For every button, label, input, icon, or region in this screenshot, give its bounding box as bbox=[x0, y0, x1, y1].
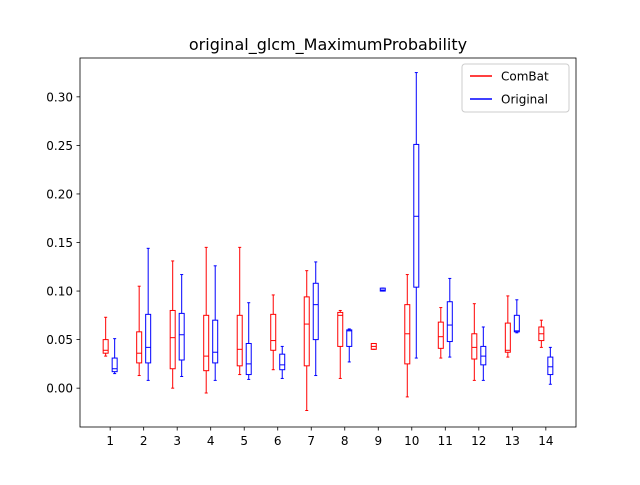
box-iqr bbox=[279, 353, 286, 371]
x-tick-label: 13 bbox=[505, 434, 520, 448]
box-iqr bbox=[169, 309, 176, 370]
box-iqr bbox=[236, 314, 243, 367]
box-iqr bbox=[513, 314, 520, 333]
y-tick-label: 0.15 bbox=[46, 236, 73, 250]
box-original-8 bbox=[346, 328, 353, 363]
box-iqr bbox=[504, 322, 511, 353]
box-iqr bbox=[303, 296, 310, 367]
x-tick-label: 5 bbox=[240, 434, 248, 448]
box-original-13 bbox=[513, 299, 520, 334]
box-combat-9 bbox=[370, 342, 377, 350]
box-original-7 bbox=[312, 261, 319, 377]
box-combat-14 bbox=[538, 319, 545, 348]
box-iqr bbox=[245, 342, 252, 376]
box-original-12 bbox=[480, 326, 487, 381]
box-combat-6 bbox=[270, 294, 277, 371]
box-combat-3 bbox=[169, 260, 176, 389]
box-iqr bbox=[145, 313, 152, 364]
box-iqr bbox=[270, 313, 277, 351]
x-tick-label: 6 bbox=[274, 434, 282, 448]
x-tick-label: 11 bbox=[438, 434, 453, 448]
box-combat-5 bbox=[236, 246, 243, 376]
box-combat-4 bbox=[203, 246, 210, 394]
x-tick-label: 10 bbox=[404, 434, 419, 448]
box-original-14 bbox=[547, 346, 554, 385]
box-iqr bbox=[547, 356, 554, 376]
box-iqr bbox=[346, 329, 353, 347]
box-original-4 bbox=[212, 265, 219, 381]
box-original-2 bbox=[145, 247, 152, 381]
x-tick-label: 3 bbox=[173, 434, 181, 448]
box-iqr bbox=[337, 311, 344, 347]
x-tick-label: 8 bbox=[341, 434, 349, 448]
box-iqr bbox=[437, 321, 444, 349]
box-iqr bbox=[111, 357, 118, 373]
box-iqr bbox=[471, 333, 478, 360]
x-tick-label: 7 bbox=[307, 434, 315, 448]
x-tick-label: 2 bbox=[140, 434, 148, 448]
x-tick-label: 14 bbox=[538, 434, 553, 448]
box-original-10 bbox=[413, 72, 420, 359]
y-tick-label: 0.10 bbox=[46, 285, 73, 299]
box-iqr bbox=[203, 314, 210, 372]
box-original-6 bbox=[279, 345, 286, 379]
box-iqr bbox=[178, 312, 185, 361]
y-tick-label: 0.20 bbox=[46, 187, 73, 201]
box-original-1 bbox=[111, 338, 118, 375]
box-iqr bbox=[212, 319, 219, 364]
box-combat-13 bbox=[504, 295, 511, 358]
box-combat-8 bbox=[337, 309, 344, 379]
box-original-5 bbox=[245, 302, 252, 380]
box-combat-10 bbox=[404, 274, 411, 398]
box-original-9 bbox=[379, 287, 386, 292]
box-iqr bbox=[446, 301, 453, 343]
x-tick-label: 1 bbox=[106, 434, 114, 448]
legend: ComBat Original bbox=[461, 63, 570, 113]
legend-label-combat: ComBat bbox=[501, 70, 549, 84]
y-tick-label: 0.25 bbox=[46, 139, 73, 153]
y-tick-label: 0.05 bbox=[46, 333, 73, 347]
plot-area: 0.000.050.100.150.200.250.301 2 3 4 5 6 7 8 9 10 1… bbox=[46, 57, 577, 448]
box-combat-11 bbox=[437, 307, 444, 359]
box-combat-1 bbox=[102, 316, 109, 357]
box-original-3 bbox=[178, 274, 185, 378]
box-iqr bbox=[136, 331, 143, 364]
box-combat-2 bbox=[136, 285, 143, 377]
y-tick-label: 0.30 bbox=[46, 90, 73, 104]
box-iqr bbox=[312, 282, 319, 341]
x-tick-label: 9 bbox=[374, 434, 382, 448]
box-original-11 bbox=[446, 277, 453, 358]
y-tick-label: 0.00 bbox=[46, 382, 73, 396]
x-tick-label: 12 bbox=[471, 434, 486, 448]
box-iqr bbox=[102, 339, 109, 354]
box-combat-7 bbox=[303, 270, 310, 411]
x-tick-label: 4 bbox=[207, 434, 215, 448]
box-combat-12 bbox=[471, 303, 478, 381]
legend-label-original: Original bbox=[501, 93, 548, 107]
chart-title: original_glcm_MaximumProbability bbox=[189, 35, 467, 55]
